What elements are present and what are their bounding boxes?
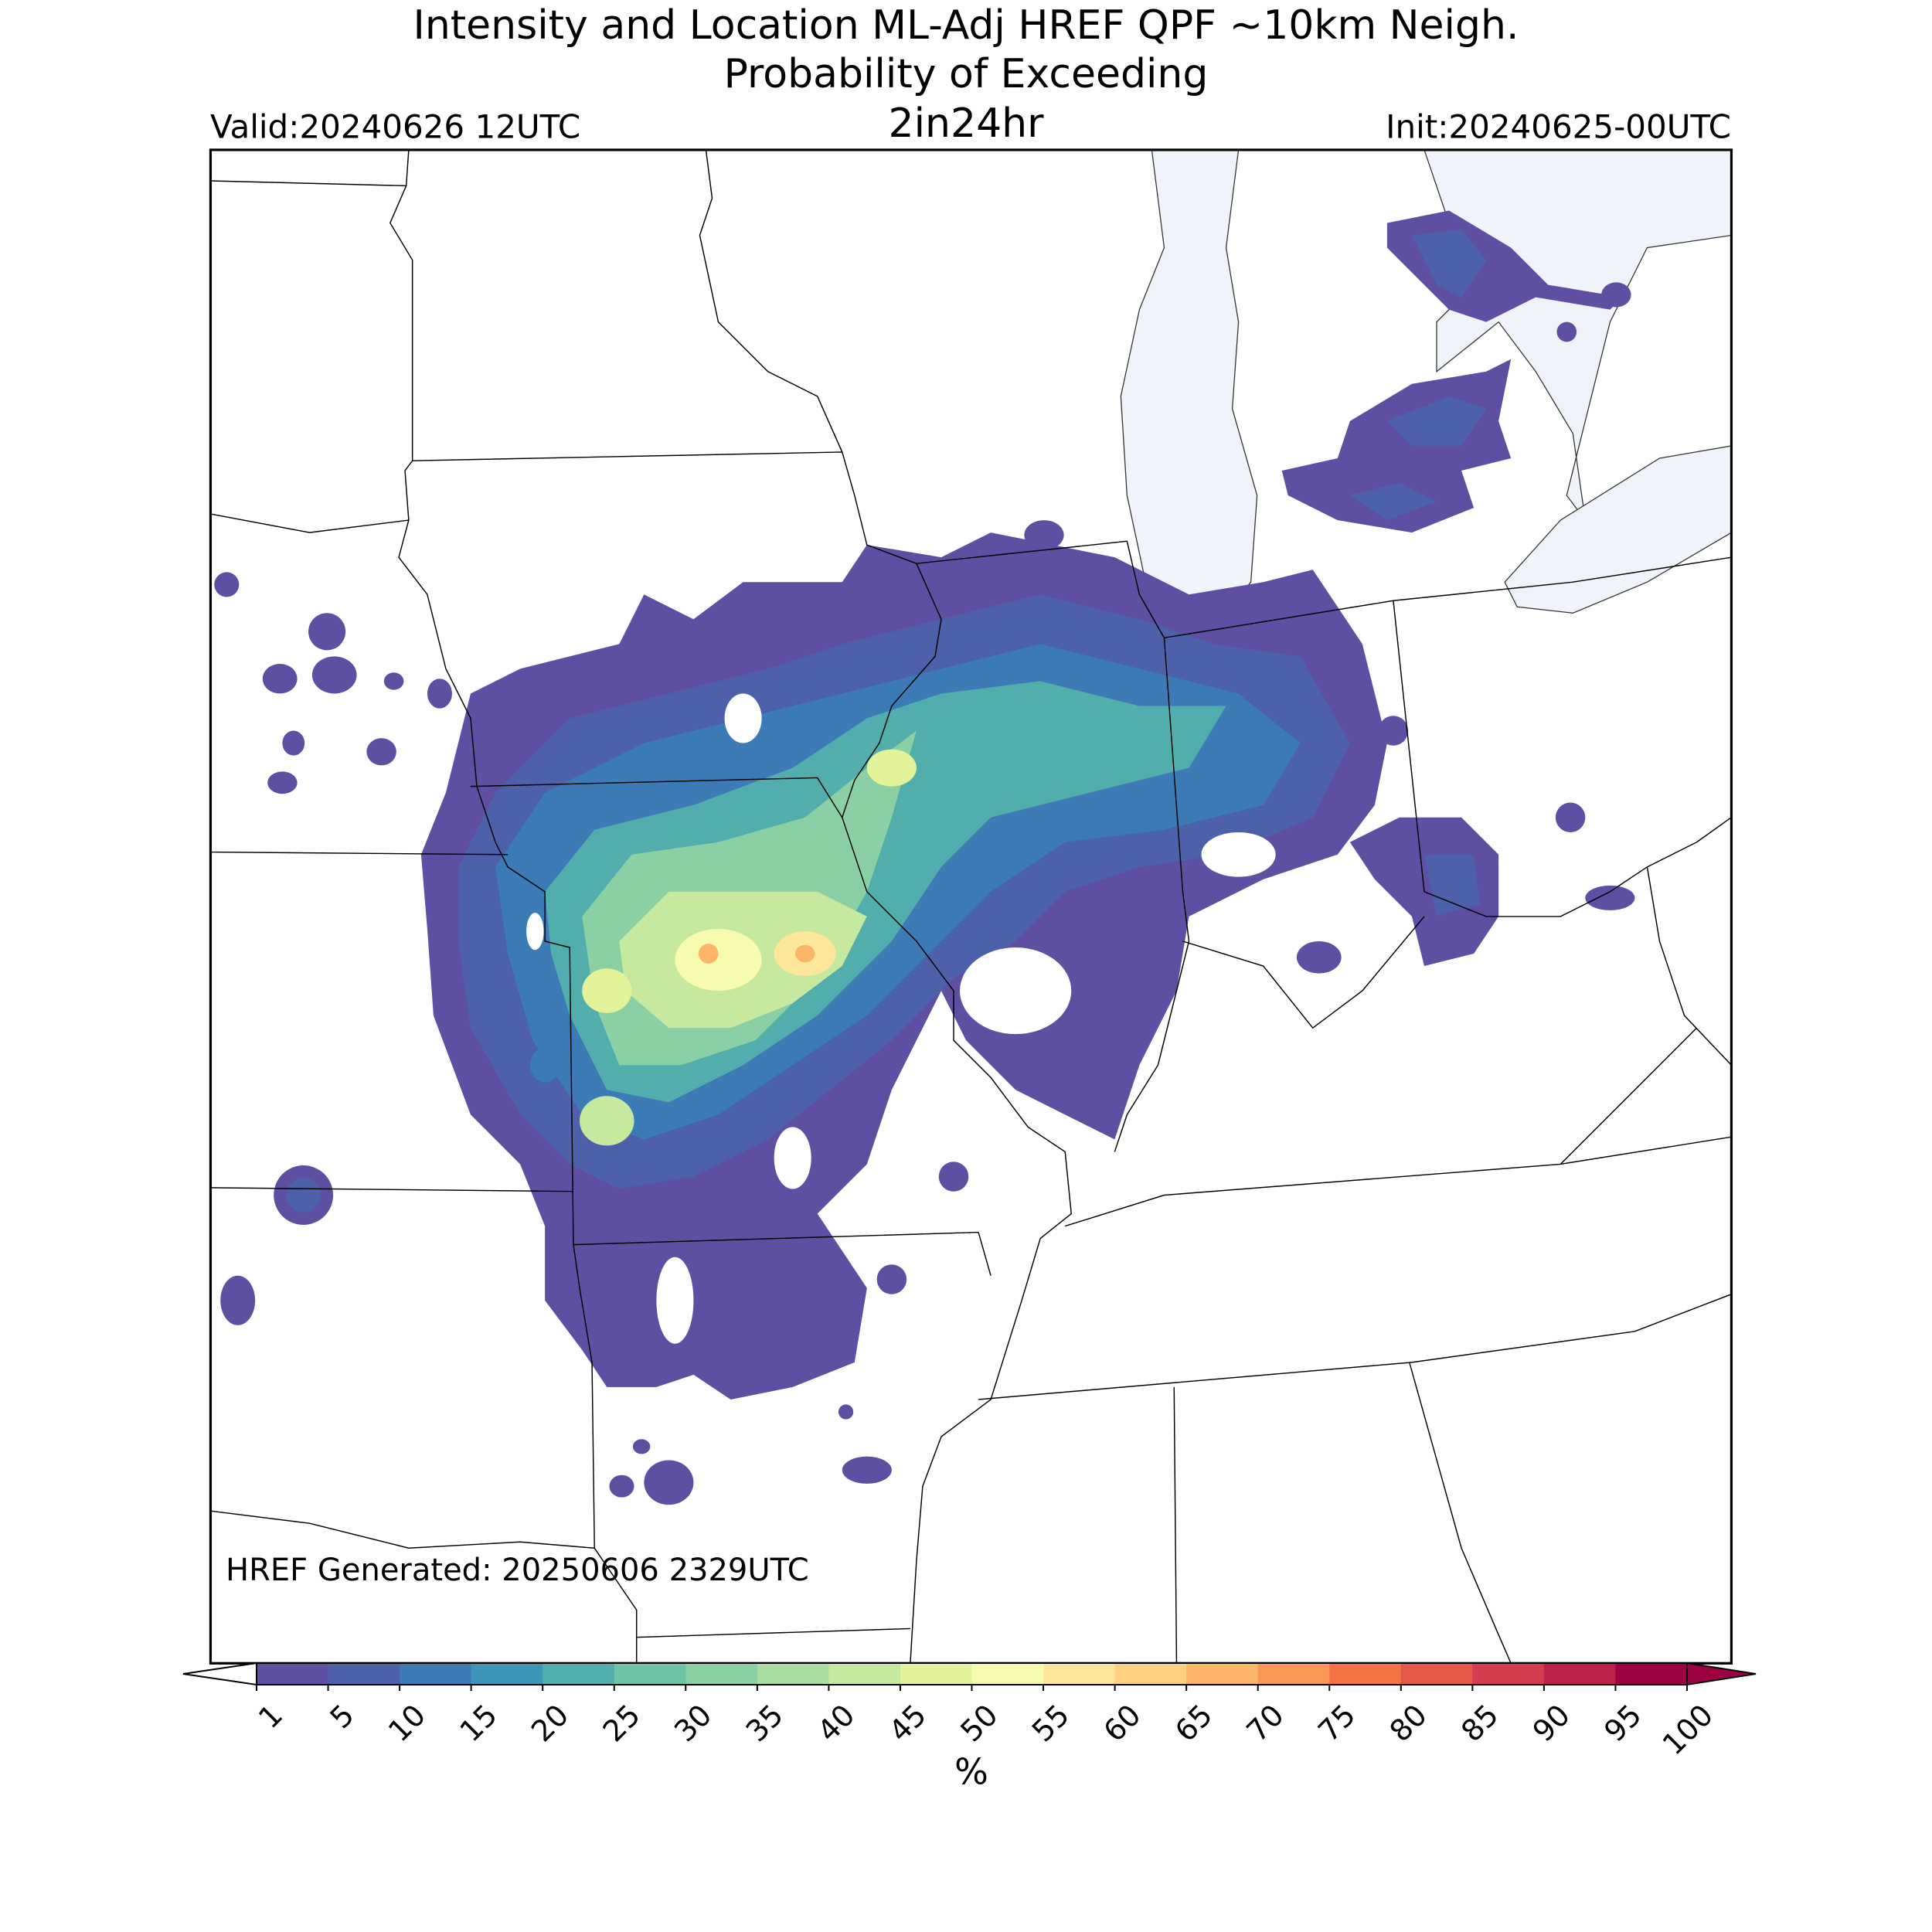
- colorbar-extend-over: [1686, 1662, 1757, 1686]
- colorbar-segment: [400, 1663, 472, 1685]
- colorbar-tick-label: 85: [1454, 1698, 1505, 1748]
- colorbar-tick-label: 20: [525, 1698, 575, 1748]
- colorbar-segment: [1543, 1663, 1616, 1685]
- colorbar-tick-label: 65: [1168, 1698, 1219, 1748]
- colorbar-tick-label: 95: [1597, 1698, 1648, 1748]
- colorbar-segment: [614, 1663, 686, 1685]
- colorbar-tick-label: 45: [883, 1698, 933, 1748]
- colorbar-extend-under: [182, 1662, 257, 1686]
- colorbar-tick-label: 55: [1026, 1698, 1076, 1748]
- colorbar: 1 5 10 15 20 25 30 35 40 45 50 55 60 65 70 75 80 85 90 95 10…: [182, 1662, 1757, 1761]
- colorbar-segment: [828, 1663, 901, 1685]
- colorbar-tick-label: 50: [954, 1698, 1004, 1748]
- lake-erie: [1504, 445, 1732, 614]
- title-line: Probability of Exceeding: [724, 51, 1209, 97]
- colorbar-tick-label: 5: [323, 1698, 360, 1735]
- colorbar-segment: [1400, 1663, 1473, 1685]
- colorbar-tick-label: 100: [1656, 1698, 1719, 1761]
- colorbar-label: %: [954, 1751, 988, 1793]
- colorbar-segment: [328, 1663, 400, 1685]
- colorbar-tick-label: 40: [811, 1698, 861, 1748]
- colorbar-segment: [1257, 1663, 1330, 1685]
- colorbar-tick-label: 35: [740, 1698, 790, 1748]
- generated-note: HREF Generated: 20250606 2329UTC: [226, 1553, 809, 1588]
- colorbar-tick-label: 30: [668, 1698, 718, 1748]
- colorbar-tick-label: 25: [597, 1698, 647, 1748]
- valid-time: Valid:20240626 12UTC: [210, 108, 580, 146]
- state-boundaries: [210, 149, 1732, 1664]
- init-time: Init:20240625-00UTC: [1386, 108, 1731, 146]
- colorbar-segment: [900, 1663, 972, 1685]
- colorbar-segment: [471, 1663, 543, 1685]
- colorbar-tick-label: 75: [1311, 1698, 1362, 1748]
- colorbar-segment: [1114, 1663, 1187, 1685]
- colorbar-segment: [1615, 1663, 1688, 1685]
- colorbar-segment: [543, 1663, 615, 1685]
- title-line: 2in24hr: [889, 100, 1045, 147]
- colorbar-tick-label: 1: [252, 1698, 289, 1735]
- colorbar-segment: [1472, 1663, 1545, 1685]
- colorbar-tick-label: 15: [454, 1698, 504, 1748]
- colorbar-segment: [971, 1663, 1044, 1685]
- colorbar-segment: [1329, 1663, 1402, 1685]
- map: [209, 148, 1733, 1665]
- colorbar-segment: [1186, 1663, 1259, 1685]
- colorbar-tick-label: 10: [382, 1698, 432, 1748]
- colorbar-segment: [257, 1663, 329, 1685]
- colorbar-tick-label: 70: [1240, 1698, 1291, 1748]
- colorbar-tick-label: 60: [1097, 1698, 1147, 1748]
- colorbar-tick-label: 80: [1383, 1698, 1434, 1748]
- colorbar-segment: [1043, 1663, 1116, 1685]
- title-line: Intensity and Location ML-Adj HREF QPF ~…: [413, 2, 1519, 49]
- colorbar-segment: [757, 1663, 829, 1685]
- colorbar-tick-label: 90: [1526, 1698, 1577, 1748]
- colorbar-segment: [685, 1663, 758, 1685]
- probability-field: [214, 210, 1635, 1505]
- lake-michigan: [1120, 149, 1258, 620]
